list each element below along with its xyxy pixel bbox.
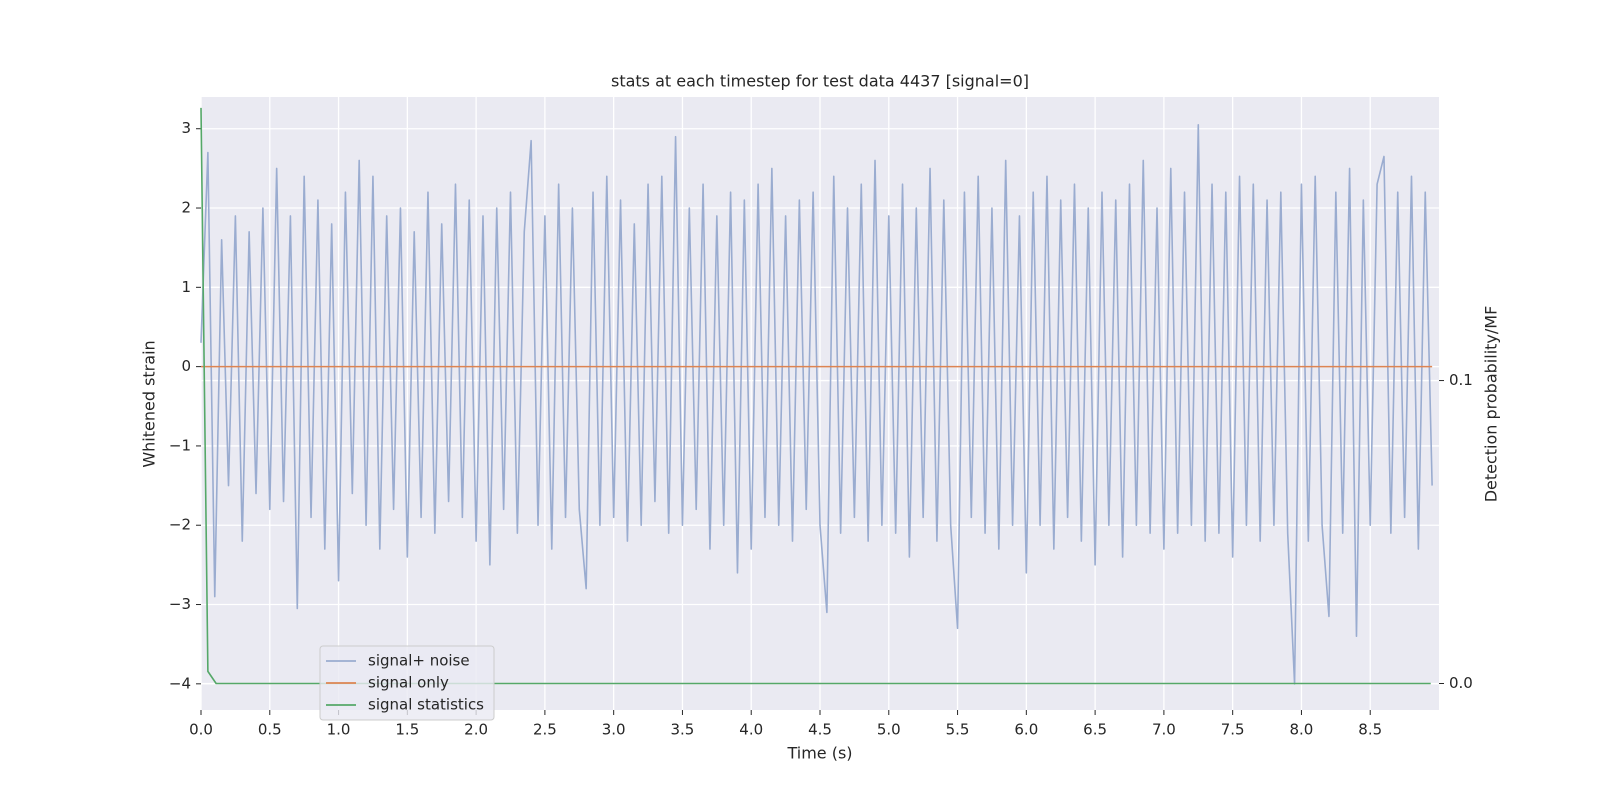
y-tick-label: −3 <box>169 595 191 613</box>
legend-box <box>319 645 495 721</box>
y2-axis-label: Detection probability/MF <box>1482 306 1501 503</box>
x-tick-label: 1.0 <box>327 721 351 739</box>
x-tick-label: 8.0 <box>1290 721 1314 739</box>
series-line <box>200 123 1433 685</box>
x-tick-label: 0.0 <box>189 721 213 739</box>
legend: signal+ noise signal only signal statistic… <box>319 645 495 721</box>
x-tick-label: 4.5 <box>808 721 832 739</box>
legend-label: signal statistics <box>368 696 484 714</box>
x-tick-label: 3.0 <box>602 721 626 739</box>
x-tick-label: 2.5 <box>533 721 557 739</box>
y-tick-label: −1 <box>169 436 191 454</box>
x-tick-label: 3.5 <box>671 721 695 739</box>
y-tick-label: 2 <box>181 199 191 217</box>
x-tick-label: 6.0 <box>1014 721 1038 739</box>
y-tick-label: 3 <box>181 119 191 137</box>
y2-tick-label: 0.1 <box>1449 371 1473 389</box>
x-tick-label: 6.5 <box>1083 721 1107 739</box>
x-tick-label: 5.0 <box>877 721 901 739</box>
y-tick-label: 0 <box>181 357 191 375</box>
y2-tick-label: 0.0 <box>1449 674 1473 692</box>
y-tick-label: −2 <box>169 516 191 534</box>
y-axis-label: Whitened strain <box>140 340 159 467</box>
x-tick-label: 7.5 <box>1221 721 1245 739</box>
y-tick-label: −4 <box>169 674 191 692</box>
x-tick-label: 0.5 <box>258 721 282 739</box>
series-line <box>200 107 1431 685</box>
legend-label: signal only <box>368 674 449 692</box>
x-tick-label: 2.0 <box>464 721 488 739</box>
x-tick-label: 8.5 <box>1358 721 1382 739</box>
chart-title: stats at each timestep for test data 443… <box>611 72 1029 91</box>
y-tick-label: 1 <box>181 278 191 296</box>
x-tick-label: 1.5 <box>395 721 419 739</box>
x-tick-label: 5.5 <box>946 721 970 739</box>
legend-label: signal+ noise <box>368 652 470 670</box>
x-tick-label: 7.0 <box>1152 721 1176 739</box>
x-axis-label: Time (s) <box>786 744 852 763</box>
x-tick-label: 4.0 <box>739 721 763 739</box>
